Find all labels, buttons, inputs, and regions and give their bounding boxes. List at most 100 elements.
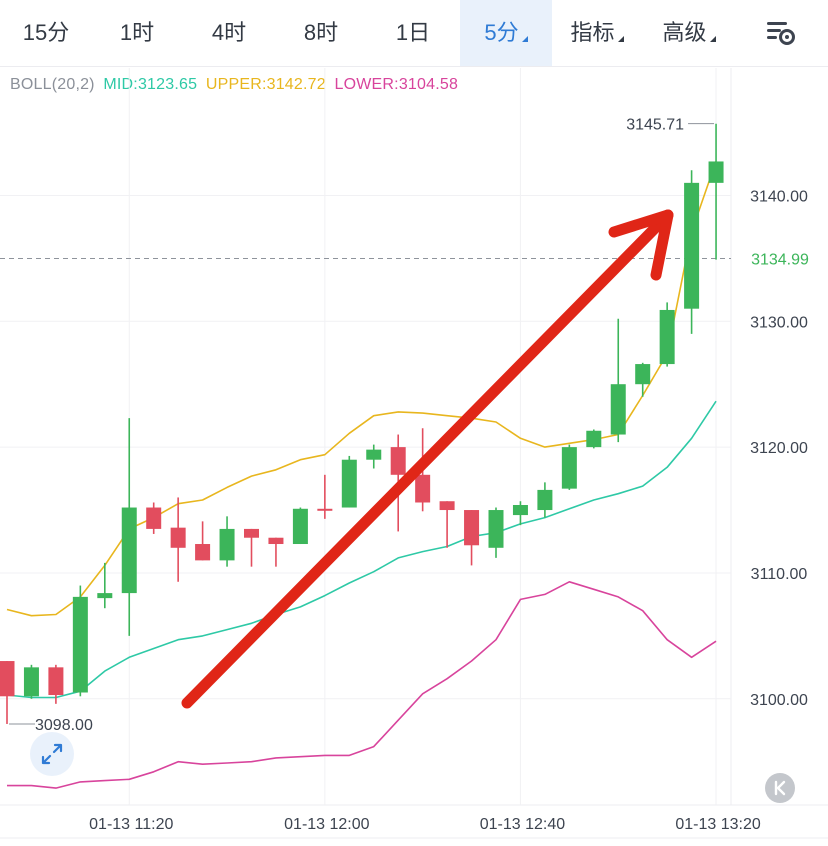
candle-body: [48, 667, 64, 696]
candle-body: [708, 161, 724, 183]
candle[interactable]: [23, 664, 39, 699]
candle-body: [464, 510, 480, 546]
candle-body: [684, 182, 700, 309]
candle[interactable]: [268, 537, 284, 567]
candle-body: [170, 527, 186, 548]
candle-body: [610, 384, 626, 435]
y-tick-label: 3110.00: [751, 566, 808, 583]
x-tick-label: 01-13 12:40: [480, 816, 566, 833]
tab-1day[interactable]: 1日: [376, 0, 450, 66]
candle-body: [537, 489, 553, 511]
skip-to-end-icon: [774, 780, 786, 796]
candle[interactable]: [195, 521, 211, 561]
candle[interactable]: [708, 123, 724, 260]
tab-advanced[interactable]: 高级: [652, 0, 726, 66]
trend-arrow-shaft: [181, 209, 674, 709]
tab-label: 5分: [484, 20, 519, 45]
x-tick-label: 01-13 12:00: [284, 816, 370, 833]
candle[interactable]: [488, 507, 504, 558]
candle-body: [268, 537, 284, 545]
candle[interactable]: [341, 455, 357, 508]
candle[interactable]: [586, 429, 602, 449]
tab-4hour[interactable]: 4时: [192, 0, 266, 66]
tab-label: 指标: [570, 20, 615, 45]
candle-body: [439, 501, 455, 511]
tab-1hour[interactable]: 1时: [100, 0, 174, 66]
x-tick-label: 01-13 13:20: [675, 816, 761, 833]
candle-body: [561, 447, 577, 489]
candle[interactable]: [121, 418, 137, 636]
candle[interactable]: [292, 507, 308, 545]
candle-body: [121, 507, 137, 594]
candle-body: [317, 508, 333, 511]
tab-label: 1日: [395, 20, 431, 45]
x-tick-label: 01-13 11:20: [89, 816, 173, 833]
y-tick-label: 3100.00: [750, 692, 808, 709]
candle-body: [292, 508, 308, 545]
candle[interactable]: [72, 585, 88, 697]
candle[interactable]: [0, 661, 15, 724]
candle-body: [72, 596, 88, 693]
tab-15min[interactable]: 15分: [10, 0, 82, 66]
candle[interactable]: [366, 444, 382, 469]
tab-5min[interactable]: 5分: [460, 0, 552, 66]
candle-body: [659, 309, 675, 365]
candle[interactable]: [537, 482, 553, 518]
boll-lower-line: [7, 580, 717, 789]
tab-label: 4时: [211, 20, 247, 45]
dropdown-triangle-icon: [521, 36, 528, 42]
boll-mid-value: MID:3123.65: [103, 76, 198, 93]
boll-lower-value: LOWER:3104.58: [334, 76, 459, 93]
candle-body: [366, 449, 382, 460]
candle[interactable]: [48, 664, 64, 704]
candle-body: [390, 447, 406, 475]
timeframe-tab-bar: 15分 1时 4时 8时 1日 5分 指标 高级: [0, 0, 828, 67]
candle-body: [97, 593, 113, 599]
candle-body: [195, 544, 211, 561]
candle[interactable]: [219, 516, 235, 567]
candle[interactable]: [684, 170, 700, 334]
candle[interactable]: [610, 318, 626, 443]
boll-name: BOLL(20,2): [10, 76, 95, 93]
chart-settings-icon[interactable]: [763, 16, 799, 50]
candle[interactable]: [464, 510, 480, 566]
boll-indicator-legend: BOLL(20,2) MID:3123.65 UPPER:3142.72 LOW…: [10, 76, 462, 94]
candle[interactable]: [317, 474, 333, 519]
candle[interactable]: [146, 502, 162, 534]
tab-indicators[interactable]: 指标: [560, 0, 634, 66]
current-price-tag: [733, 245, 828, 272]
y-tick-label: 3130.00: [750, 314, 808, 331]
boll-mid-line: [6, 400, 717, 699]
candle-body: [341, 459, 357, 508]
candle-body: [146, 507, 162, 529]
y-tick-label: 3140.00: [750, 188, 808, 205]
dropdown-triangle-icon: [709, 36, 716, 42]
candle[interactable]: [635, 362, 651, 397]
tab-8hour[interactable]: 8时: [284, 0, 358, 66]
tab-label: 1时: [119, 20, 155, 45]
jump-to-latest-button[interactable]: [765, 773, 795, 803]
candle[interactable]: [512, 501, 528, 526]
expand-arrows-icon: [41, 743, 63, 765]
candle-body: [0, 661, 15, 697]
candle-body: [488, 510, 504, 548]
candle[interactable]: [659, 302, 675, 367]
boll-upper-value: UPPER:3142.72: [205, 76, 326, 93]
candle[interactable]: [439, 501, 455, 548]
candle[interactable]: [561, 444, 577, 490]
candle[interactable]: [97, 562, 113, 609]
low-marker-label: 3098.00: [35, 717, 93, 734]
tab-label: 15分: [22, 20, 70, 45]
candle-body: [415, 474, 431, 503]
candle[interactable]: [170, 497, 186, 582]
y-tick-label: 3120.00: [750, 440, 808, 457]
expand-chart-button[interactable]: [30, 732, 74, 776]
tab-label: 高级: [662, 20, 707, 45]
candle-body: [23, 667, 39, 697]
candle-body: [635, 364, 651, 385]
candle-body: [219, 528, 235, 561]
current-price-label: 3134.99: [751, 251, 809, 268]
candle[interactable]: [244, 528, 259, 567]
dropdown-triangle-icon: [617, 36, 624, 42]
